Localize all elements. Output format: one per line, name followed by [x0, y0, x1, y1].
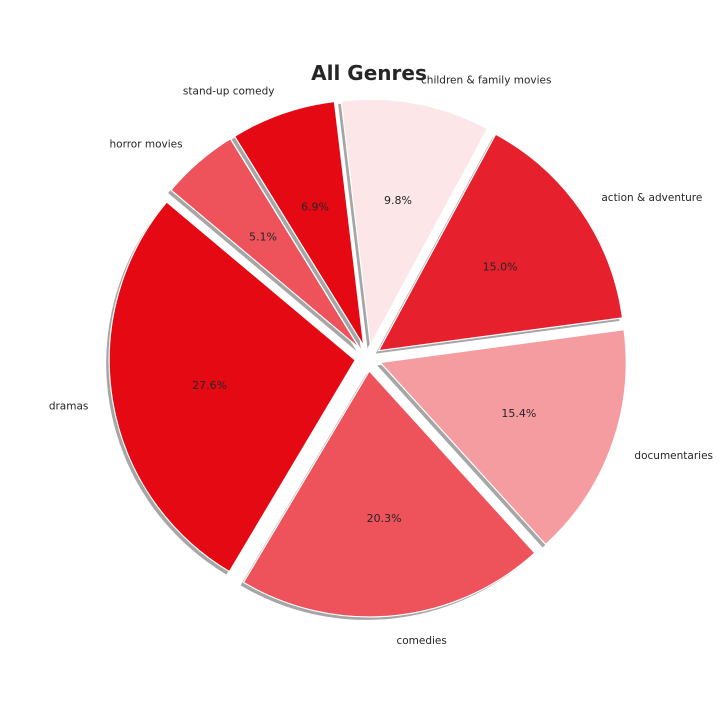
- slice-children-family-movies: [340, 98, 489, 348]
- slice-horror-movies: [170, 137, 361, 349]
- slice-dramas: [108, 201, 356, 573]
- pct-label-stand-up-comedy: 6.9%: [301, 200, 329, 213]
- pct-label-documentaries: 15.4%: [501, 407, 536, 420]
- pct-label-horror-movies: 5.1%: [249, 230, 277, 243]
- slice-label-comedies: comedies: [396, 635, 446, 647]
- slice-stand-up-comedy: [233, 100, 365, 347]
- slice-label-dramas: dramas: [49, 400, 89, 412]
- chart-title: All Genres: [311, 61, 427, 85]
- pct-label-comedies: 20.3%: [367, 512, 402, 525]
- slice-documentaries: [379, 329, 627, 546]
- slice-label-action-adventure: action & adventure: [601, 192, 702, 204]
- percent-labels: 27.6% 20.3% 15.4% 15.0% 9.8% 6.9% 5.1%: [192, 194, 536, 525]
- slice-comedies: [242, 369, 536, 618]
- slice-action-adventure: [377, 133, 624, 352]
- pct-label-dramas: 27.6%: [192, 379, 227, 392]
- pie-slices: [108, 98, 627, 618]
- slice-label-children-family-movies: children & family movies: [421, 74, 551, 86]
- pct-label-action-adventure: 15.0%: [483, 261, 518, 274]
- slice-label-stand-up-comedy: stand-up comedy: [183, 85, 275, 97]
- slice-label-documentaries: documentaries: [634, 450, 713, 462]
- slice-label-horror-movies: horror movies: [109, 138, 182, 150]
- slice-labels: dramas comedies documentaries action & adve…: [49, 74, 713, 647]
- pct-label-children-family-movies: 9.8%: [384, 194, 412, 207]
